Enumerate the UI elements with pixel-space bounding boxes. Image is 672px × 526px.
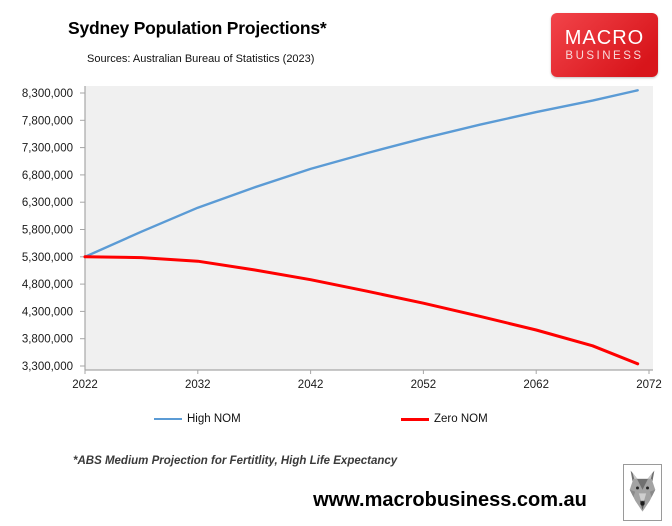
plot-area xyxy=(85,86,653,370)
macrobusiness-logo-line1: MACRO xyxy=(564,27,645,49)
x-axis-tick-label: 2052 xyxy=(411,379,437,391)
y-axis-tick-label: 7,300,000 xyxy=(22,143,73,155)
y-axis-tick-label: 7,800,000 xyxy=(22,115,73,127)
y-axis-tick-label: 5,300,000 xyxy=(22,252,73,264)
zero-nom-line-sample xyxy=(401,417,429,421)
x-axis-tick-label: 2032 xyxy=(185,379,211,391)
legend-label-zero-nom: Zero NOM xyxy=(434,413,488,425)
page-title: Sydney Population Projections* xyxy=(68,18,327,38)
macrobusiness-logo: MACRO BUSINESS xyxy=(551,13,658,77)
wolf-head-icon xyxy=(629,470,656,512)
y-axis-tick-label: 4,800,000 xyxy=(22,279,73,291)
legend-item-high-nom: High NOM xyxy=(154,411,241,427)
x-axis-tick-label: 2042 xyxy=(298,379,324,391)
chart-source-subtitle: Sources: Australian Bureau of Statistics… xyxy=(87,53,315,65)
macrobusiness-logo-line2: BUSINESS xyxy=(565,50,644,62)
y-axis-tick-label: 8,300,000 xyxy=(22,88,73,100)
series-line-high-nom xyxy=(83,89,639,259)
chart-footnote: *ABS Medium Projection for Fertitlity, H… xyxy=(73,455,398,467)
population-projection-chart: 8,300,000 7,800,000 7,300,000 6,800,000 6,30… xyxy=(0,80,672,395)
high-nom-line-sample xyxy=(154,418,182,420)
wolf-head-logo xyxy=(623,464,662,521)
x-axis-tick-label: 2062 xyxy=(523,379,549,391)
legend-item-zero-nom: Zero NOM xyxy=(401,411,488,427)
y-axis-tick-label: 6,300,000 xyxy=(22,197,73,209)
macrobusiness-url[interactable]: www.macrobusiness.com.au xyxy=(313,489,587,511)
x-axis-tick-label: 2022 xyxy=(72,379,98,391)
y-axis-tick-label: 3,300,000 xyxy=(22,361,73,373)
chart-svg: 8,300,000 7,800,000 7,300,000 6,800,000 6,30… xyxy=(22,86,662,391)
y-axis-tick-label: 5,800,000 xyxy=(22,225,73,237)
y-axis-tick-label: 6,800,000 xyxy=(22,170,73,182)
series-line-zero-nom xyxy=(83,255,640,366)
y-axis-tick-label: 3,800,000 xyxy=(22,334,73,346)
y-axis-tick-label: 4,300,000 xyxy=(22,306,73,318)
x-axis-tick-label: 2072 xyxy=(636,379,662,391)
legend-label-high-nom: High NOM xyxy=(187,413,241,425)
